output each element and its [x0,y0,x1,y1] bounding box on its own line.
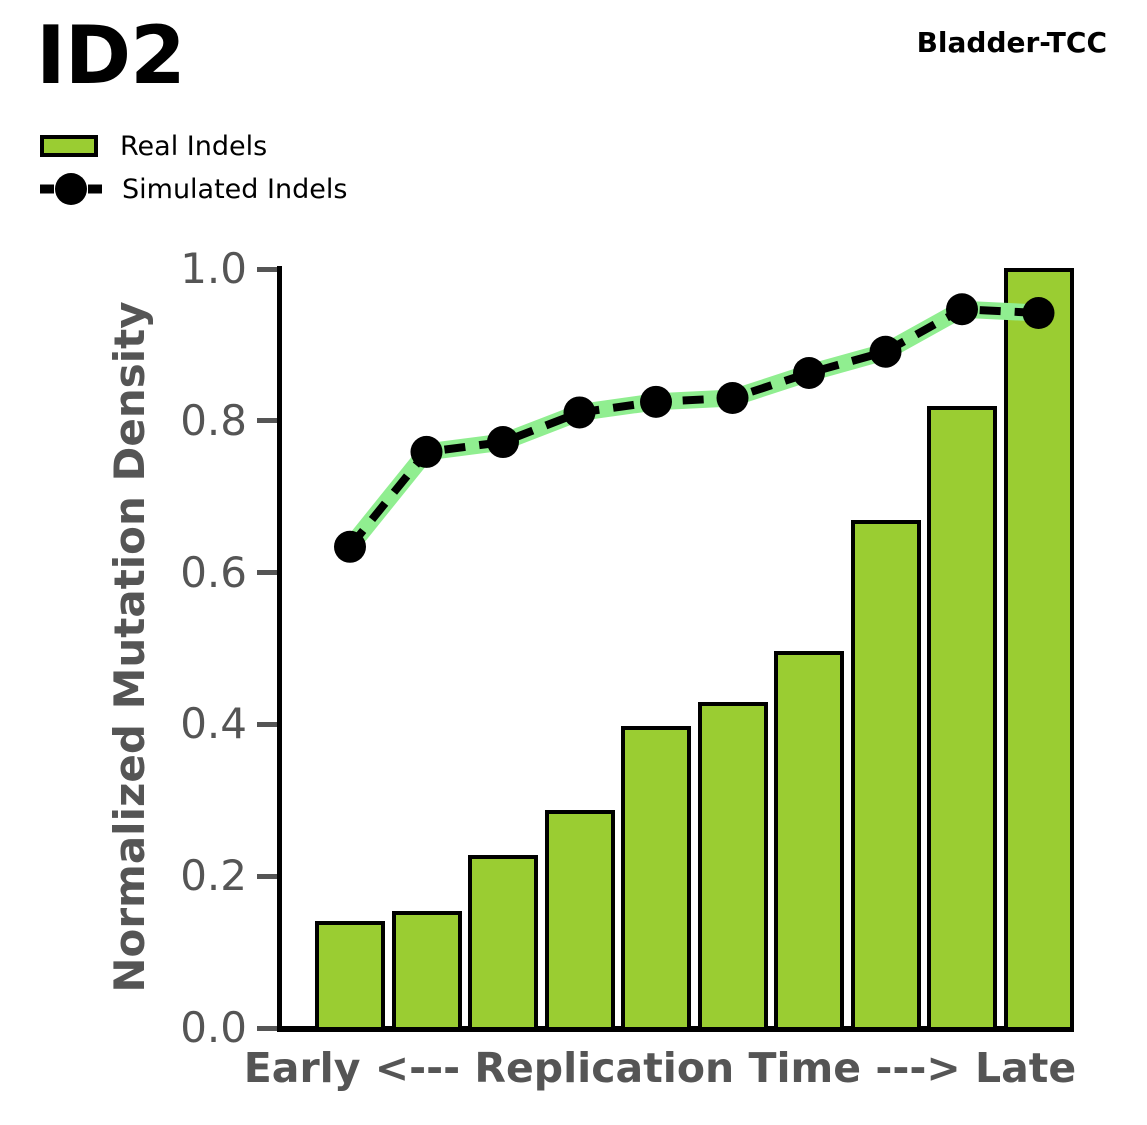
bar [774,651,844,1031]
data-point [946,293,978,326]
bar [851,520,921,1031]
y-tick-label: 0.0 [180,1003,247,1052]
cohort-label: Bladder-TCC [916,26,1107,59]
y-tick-mark [257,873,277,879]
legend-label: Simulated Indels [122,173,348,205]
legend-label: Real Indels [120,130,268,162]
bar [392,911,462,1031]
data-point [563,396,596,429]
y-tick-label: 1.0 [180,244,247,293]
dot-dashed-line-icon [40,173,102,205]
y-tick-label: 0.2 [180,851,247,901]
y-tick-mark [257,721,277,727]
y-tick-mark [257,570,277,576]
y-tick-label: 0.8 [180,395,247,445]
bar [545,810,615,1031]
y-tick-mark [257,266,277,272]
legend-item-simulated-indels: Simulated Indels [40,172,347,206]
bar [621,726,691,1031]
legend-item-real-indels: Real Indels [40,129,347,163]
data-point [716,382,749,415]
bar [698,702,768,1031]
legend: Real Indels Simulated Indels [40,129,347,215]
y-tick-label: 0.4 [180,699,247,749]
bar-swatch-icon [40,135,98,157]
y-axis-spine [277,266,282,1032]
y-axis-label: Normalized Mutation Density [105,301,154,993]
data-point [410,435,443,468]
data-point [869,335,902,368]
bar [927,406,997,1031]
data-point [793,356,825,389]
data-point [640,385,672,418]
data-point [334,530,366,563]
x-axis-label: Early <--- Replication Time ---> Late [243,1044,1077,1092]
bar [315,921,385,1031]
y-tick-mark [257,1025,277,1031]
data-point [487,426,519,459]
bar [1004,268,1074,1031]
page-title: ID2 [36,9,186,102]
y-tick-mark [257,418,277,424]
y-tick-label: 0.6 [180,547,247,597]
bar [468,855,538,1031]
